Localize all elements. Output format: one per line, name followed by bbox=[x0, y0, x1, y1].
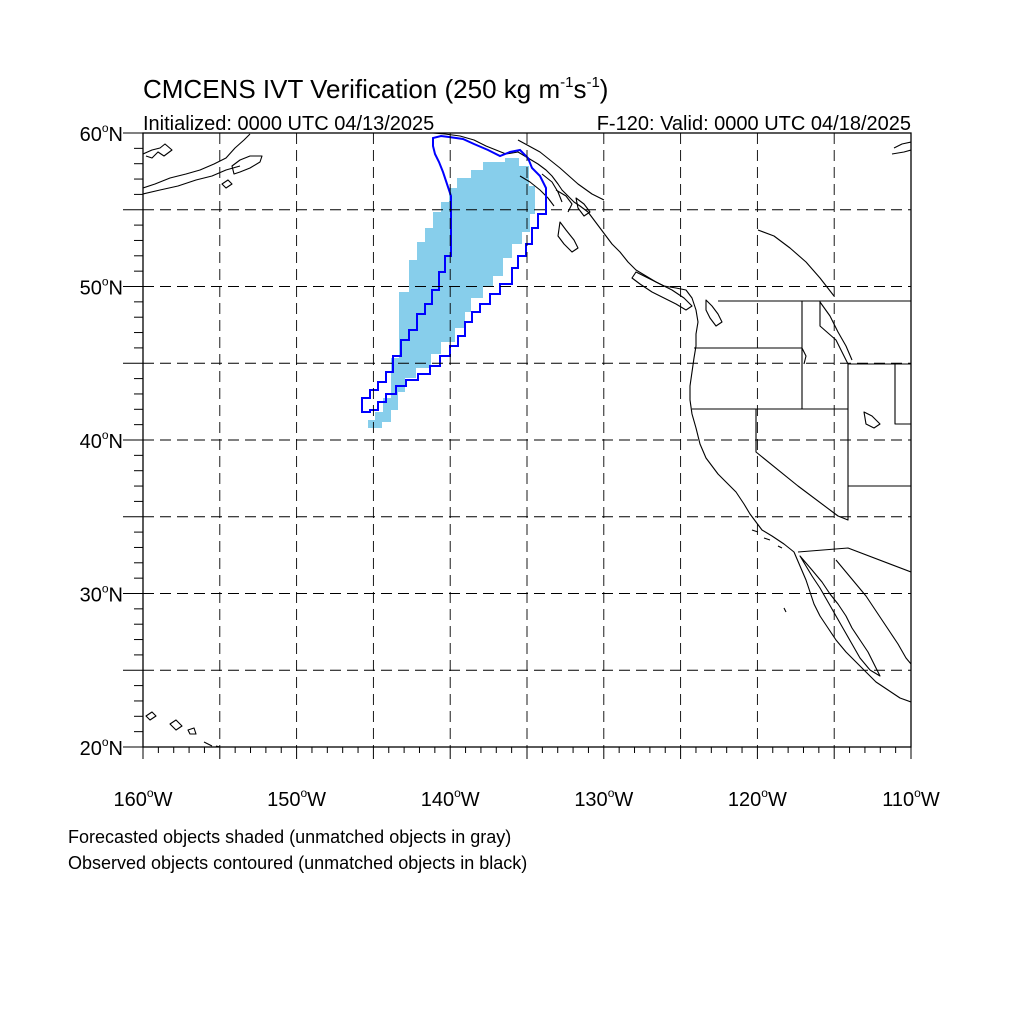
lon-label: 160oW bbox=[114, 786, 173, 811]
alaska-peninsula-coast bbox=[143, 133, 251, 195]
lat-label: 30oN bbox=[80, 582, 123, 607]
map-frame bbox=[123, 132, 912, 759]
forecast-object bbox=[368, 158, 535, 428]
observed-object-contour bbox=[361, 134, 547, 413]
axis-labels: 60oN 50oN 40oN 30oN 20oN 160oW 150oW 140oW 130oW… bbox=[80, 121, 940, 811]
se-alaska-islands bbox=[519, 173, 591, 253]
lat-label: 60oN bbox=[80, 121, 123, 146]
legend-forecast-note: Forecasted objects shaded (unmatched obj… bbox=[68, 827, 511, 847]
lat-label: 40oN bbox=[80, 428, 123, 453]
forecast-object-shading bbox=[368, 158, 535, 428]
kodiak-island bbox=[221, 155, 263, 189]
initialized-label: Initialized: 0000 UTC 04/13/2025 bbox=[143, 113, 434, 135]
observed-object bbox=[361, 134, 547, 413]
legend-observed-note: Observed objects contoured (unmatched ob… bbox=[68, 853, 527, 873]
lon-label: 120oW bbox=[728, 786, 787, 811]
hawaii-islands bbox=[145, 711, 221, 747]
lon-label: 130oW bbox=[574, 786, 633, 811]
channel-islands bbox=[751, 529, 787, 613]
state-borders bbox=[692, 301, 911, 573]
inland-lakes bbox=[757, 229, 881, 429]
lat-label: 50oN bbox=[80, 275, 123, 300]
map-title: CMCENS IVT Verification (250 kg m-1s-1) bbox=[143, 74, 608, 104]
alaska-canada-border bbox=[517, 139, 605, 201]
lon-label: 110oW bbox=[882, 786, 940, 811]
baja-california bbox=[799, 555, 881, 677]
lat-lon-grid bbox=[143, 133, 911, 747]
lon-label: 150oW bbox=[267, 786, 326, 811]
valid-label: F-120: Valid: 0000 UTC 04/18/2025 bbox=[597, 113, 911, 135]
lat-label: 20oN bbox=[80, 735, 123, 760]
vancouver-island bbox=[631, 271, 693, 311]
lon-label: 140oW bbox=[421, 786, 480, 811]
hudson-region-coast bbox=[891, 141, 911, 155]
north-america-coast bbox=[432, 133, 911, 703]
puget-sound bbox=[705, 299, 723, 327]
gulf-of-california-coast bbox=[835, 559, 911, 665]
